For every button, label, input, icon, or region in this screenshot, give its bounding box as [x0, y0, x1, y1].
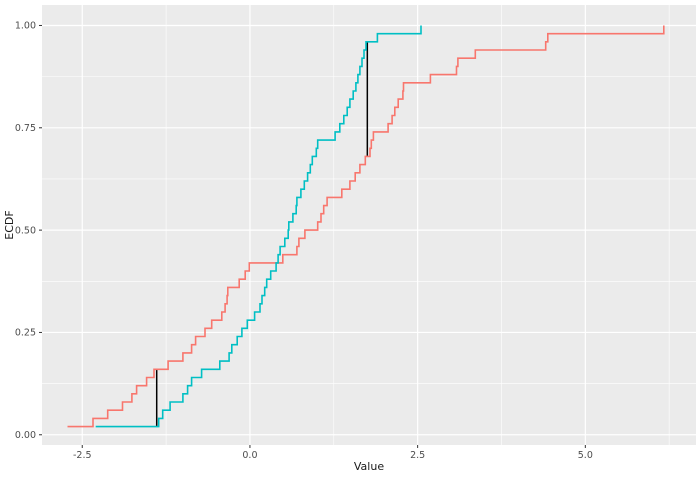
y-tick-label: 0.00: [15, 430, 36, 441]
x-axis-title: Value: [354, 460, 384, 473]
plot-panel-background: [42, 5, 696, 445]
y-tick-label: 1.00: [15, 21, 36, 32]
major-gridlines: [42, 5, 696, 445]
y-tick-label: 0.50: [15, 225, 36, 236]
y-tick-label: 0.75: [15, 123, 36, 134]
ks-distance-lines: [155, 41, 369, 427]
x-tick-label: 5.0: [578, 450, 593, 461]
x-tick-label: 0.0: [242, 450, 257, 461]
axis-tick-marks: [39, 24, 586, 448]
x-tick-label: 2.5: [410, 450, 425, 461]
y-axis-title: ECDF: [3, 210, 16, 239]
minor-gridlines: [42, 5, 696, 445]
y-tick-label: 0.25: [15, 328, 36, 339]
x-axis-tick-labels: -2.5 0.0 2.5 5.0: [73, 450, 593, 461]
ecdf-curve-red: [67, 25, 665, 428]
x-tick-label: -2.5: [73, 450, 92, 461]
ecdf-curve-cyan: [95, 25, 422, 428]
y-axis-tick-labels: 0.00 0.25 0.50 0.75 1.00: [15, 21, 36, 441]
